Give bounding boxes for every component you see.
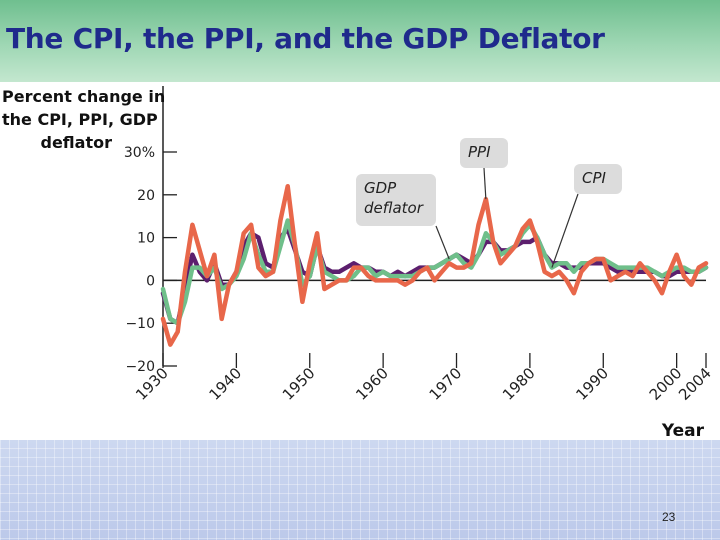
annotation-box bbox=[460, 138, 508, 168]
annotation-cpi: CPI bbox=[551, 164, 622, 268]
x-tick-label: 1960 bbox=[352, 364, 392, 404]
x-tick-label: 1950 bbox=[279, 364, 319, 404]
y-tick-label: 10 bbox=[137, 231, 155, 247]
y-axis-title-line: deflator bbox=[41, 133, 113, 152]
footer-band bbox=[0, 440, 720, 540]
y-axis-title-line: the CPI, PPI, GDP bbox=[2, 110, 158, 129]
x-tick-label: 1940 bbox=[205, 364, 245, 404]
annotation-gdp-deflator: GDP deflator bbox=[356, 174, 450, 260]
x-tick-label: 1970 bbox=[426, 364, 466, 404]
annotation-leader-line bbox=[435, 225, 450, 260]
y-tick-label: −20 bbox=[125, 359, 155, 375]
annotation-text: deflator bbox=[364, 199, 424, 217]
y-tick-label: −10 bbox=[125, 316, 155, 332]
x-tick-label: 2000 bbox=[646, 364, 686, 404]
annotation-box bbox=[574, 164, 622, 194]
slide-title: The CPI, the PPI, and the GDP Deflator bbox=[6, 22, 605, 55]
y-tick-label: 20 bbox=[137, 188, 155, 204]
y-axis-title-line: Percent change in bbox=[2, 87, 165, 106]
ppi-line bbox=[160, 183, 709, 347]
x-tick-label: 1990 bbox=[572, 364, 612, 404]
annotation-leader-line bbox=[483, 167, 487, 200]
annotation-box bbox=[356, 174, 436, 226]
annotation-leader-line bbox=[551, 193, 579, 268]
annotation-text: PPI bbox=[468, 143, 491, 161]
slide-number: 23 bbox=[662, 510, 676, 524]
annotation-text: GDP bbox=[364, 179, 397, 197]
x-tick-label: 2004 bbox=[675, 364, 715, 404]
title-bar bbox=[0, 0, 720, 82]
x-axis-title: Year bbox=[661, 421, 705, 440]
annotation-ppi: PPI bbox=[460, 138, 508, 200]
y-tick-label: 0 bbox=[146, 273, 155, 289]
annotation-text: CPI bbox=[582, 169, 607, 187]
y-tick-label: 30% bbox=[124, 145, 155, 161]
x-tick-label: 1980 bbox=[499, 364, 539, 404]
